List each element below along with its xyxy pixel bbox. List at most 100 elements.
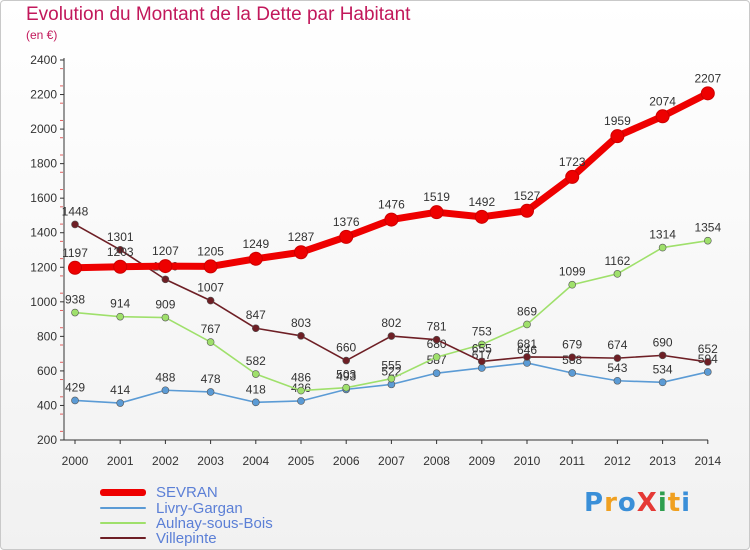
data-label-livry-gargan: 522 <box>381 364 401 378</box>
data-point-aulnay-sous-bois <box>477 340 486 349</box>
data-label-villepinte: 652 <box>698 342 718 356</box>
y-tick-label: 1800 <box>30 157 57 171</box>
data-label-sevran: 1197 <box>62 246 88 260</box>
data-point-sevran <box>565 169 580 184</box>
data-point-villepinte <box>613 354 622 362</box>
data-label-sevran: 2074 <box>649 94 676 108</box>
legend-label-livry-gargan: Livry-Gargan <box>156 499 243 517</box>
data-point-villepinte <box>206 296 215 305</box>
data-label-aulnay-sous-bois: 1354 <box>694 221 721 235</box>
data-label-aulnay-sous-bois: 869 <box>517 304 537 318</box>
data-point-aulnay-sous-bois <box>568 280 577 289</box>
x-tick-label: 2001 <box>107 454 134 468</box>
data-label-aulnay-sous-bois: 753 <box>472 324 492 338</box>
data-label-aulnay-sous-bois: 1314 <box>649 228 676 242</box>
data-point-livry-gargan <box>252 398 260 407</box>
logo-letter: t <box>667 488 682 518</box>
data-label-aulnay-sous-bois: 1162 <box>604 254 630 268</box>
data-label-villepinte: 847 <box>246 308 266 322</box>
data-label-villepinte: 802 <box>381 316 401 330</box>
logo-letter: i <box>681 488 692 518</box>
data-point-sevran <box>384 212 399 227</box>
data-label-sevran: 1959 <box>604 114 631 128</box>
x-tick-label: 2002 <box>152 454 179 468</box>
y-tick-label: 200 <box>37 433 57 447</box>
data-point-villepinte <box>432 335 441 344</box>
data-point-livry-gargan <box>116 399 124 407</box>
data-label-sevran: 1492 <box>468 195 495 209</box>
data-point-sevran <box>294 245 308 260</box>
data-label-villepinte: 803 <box>291 316 311 330</box>
data-label-villepinte: 781 <box>427 320 447 334</box>
data-point-livry-gargan <box>432 369 441 377</box>
data-point-livry-gargan <box>161 386 170 395</box>
data-label-villepinte: 681 <box>517 337 537 351</box>
data-point-sevran <box>655 109 670 124</box>
data-label-livry-gargan: 429 <box>65 380 85 394</box>
data-label-villepinte: 660 <box>336 341 356 355</box>
data-point-livry-gargan <box>613 376 622 385</box>
data-point-aulnay-sous-bois <box>161 313 170 322</box>
data-point-villepinte <box>523 353 531 361</box>
legend-swatch-aulnay-sous-bois <box>100 522 146 524</box>
y-tick-label: 2200 <box>30 88 57 102</box>
data-point-aulnay-sous-bois <box>432 353 441 361</box>
y-tick-label: 1000 <box>30 295 57 309</box>
data-point-sevran <box>520 203 534 218</box>
data-label-aulnay-sous-bois: 555 <box>381 359 401 373</box>
data-label-sevran: 1287 <box>288 230 315 244</box>
data-point-aulnay-sous-bois <box>116 312 124 321</box>
y-tick-label: 2000 <box>30 122 57 136</box>
data-point-sevran <box>429 205 444 220</box>
data-point-villepinte <box>703 358 712 366</box>
y-tick-label: 600 <box>37 364 57 378</box>
data-point-aulnay-sous-bois <box>206 338 215 346</box>
data-point-aulnay-sous-bois <box>71 308 79 317</box>
data-point-livry-gargan <box>206 388 215 396</box>
data-point-sevran <box>248 251 263 266</box>
data-label-sevran: 1527 <box>514 189 541 203</box>
data-label-livry-gargan: 543 <box>607 361 627 375</box>
data-point-villepinte <box>297 332 305 340</box>
legend-swatch-sevran <box>100 488 146 496</box>
x-tick-label: 2011 <box>559 454 585 468</box>
logo-letter: o <box>617 488 637 518</box>
x-tick-label: 2010 <box>514 454 541 468</box>
data-label-villepinte: 1448 <box>62 204 89 218</box>
data-point-sevran <box>339 229 354 244</box>
legend-item-livry-gargan: Livry-Gargan <box>100 499 243 517</box>
logo-letter: P <box>584 488 605 518</box>
legend-label-aulnay-sous-bois: Aulnay-sous-Bois <box>156 514 273 532</box>
data-point-aulnay-sous-bois <box>342 383 351 392</box>
data-label-aulnay-sous-bois: 680 <box>427 337 447 351</box>
data-point-livry-gargan <box>703 368 712 376</box>
data-point-villepinte <box>477 357 486 366</box>
x-tick-label: 2006 <box>333 454 360 468</box>
data-label-sevran: 1207 <box>152 244 179 258</box>
data-label-sevran: 1723 <box>559 155 586 169</box>
data-label-aulnay-sous-bois: 914 <box>110 297 130 311</box>
data-label-livry-gargan: 534 <box>653 362 673 376</box>
data-point-sevran <box>203 259 218 274</box>
data-label-aulnay-sous-bois: 503 <box>336 368 356 382</box>
legend-swatch-villepinte <box>100 537 146 539</box>
data-point-aulnay-sous-bois <box>387 374 396 383</box>
x-tick-label: 2005 <box>288 454 315 468</box>
data-point-livry-gargan <box>71 396 79 405</box>
x-tick-label: 2012 <box>604 454 631 468</box>
data-label-aulnay-sous-bois: 1099 <box>559 265 586 279</box>
data-label-sevran: 1376 <box>333 215 360 229</box>
data-point-villepinte <box>252 324 260 333</box>
data-point-livry-gargan <box>477 364 486 372</box>
data-point-aulnay-sous-bois <box>613 270 622 278</box>
data-label-livry-gargan: 414 <box>110 383 130 397</box>
legend-label-villepinte: Villepinte <box>156 529 217 547</box>
data-point-aulnay-sous-bois <box>658 243 667 252</box>
data-label-sevran: 1476 <box>378 198 405 212</box>
x-tick-label: 2014 <box>694 454 721 468</box>
data-point-aulnay-sous-bois <box>703 236 712 245</box>
legend-item-sevran: SEVRAN <box>100 484 218 501</box>
data-label-villepinte: 690 <box>653 335 673 349</box>
data-point-villepinte <box>387 332 396 340</box>
